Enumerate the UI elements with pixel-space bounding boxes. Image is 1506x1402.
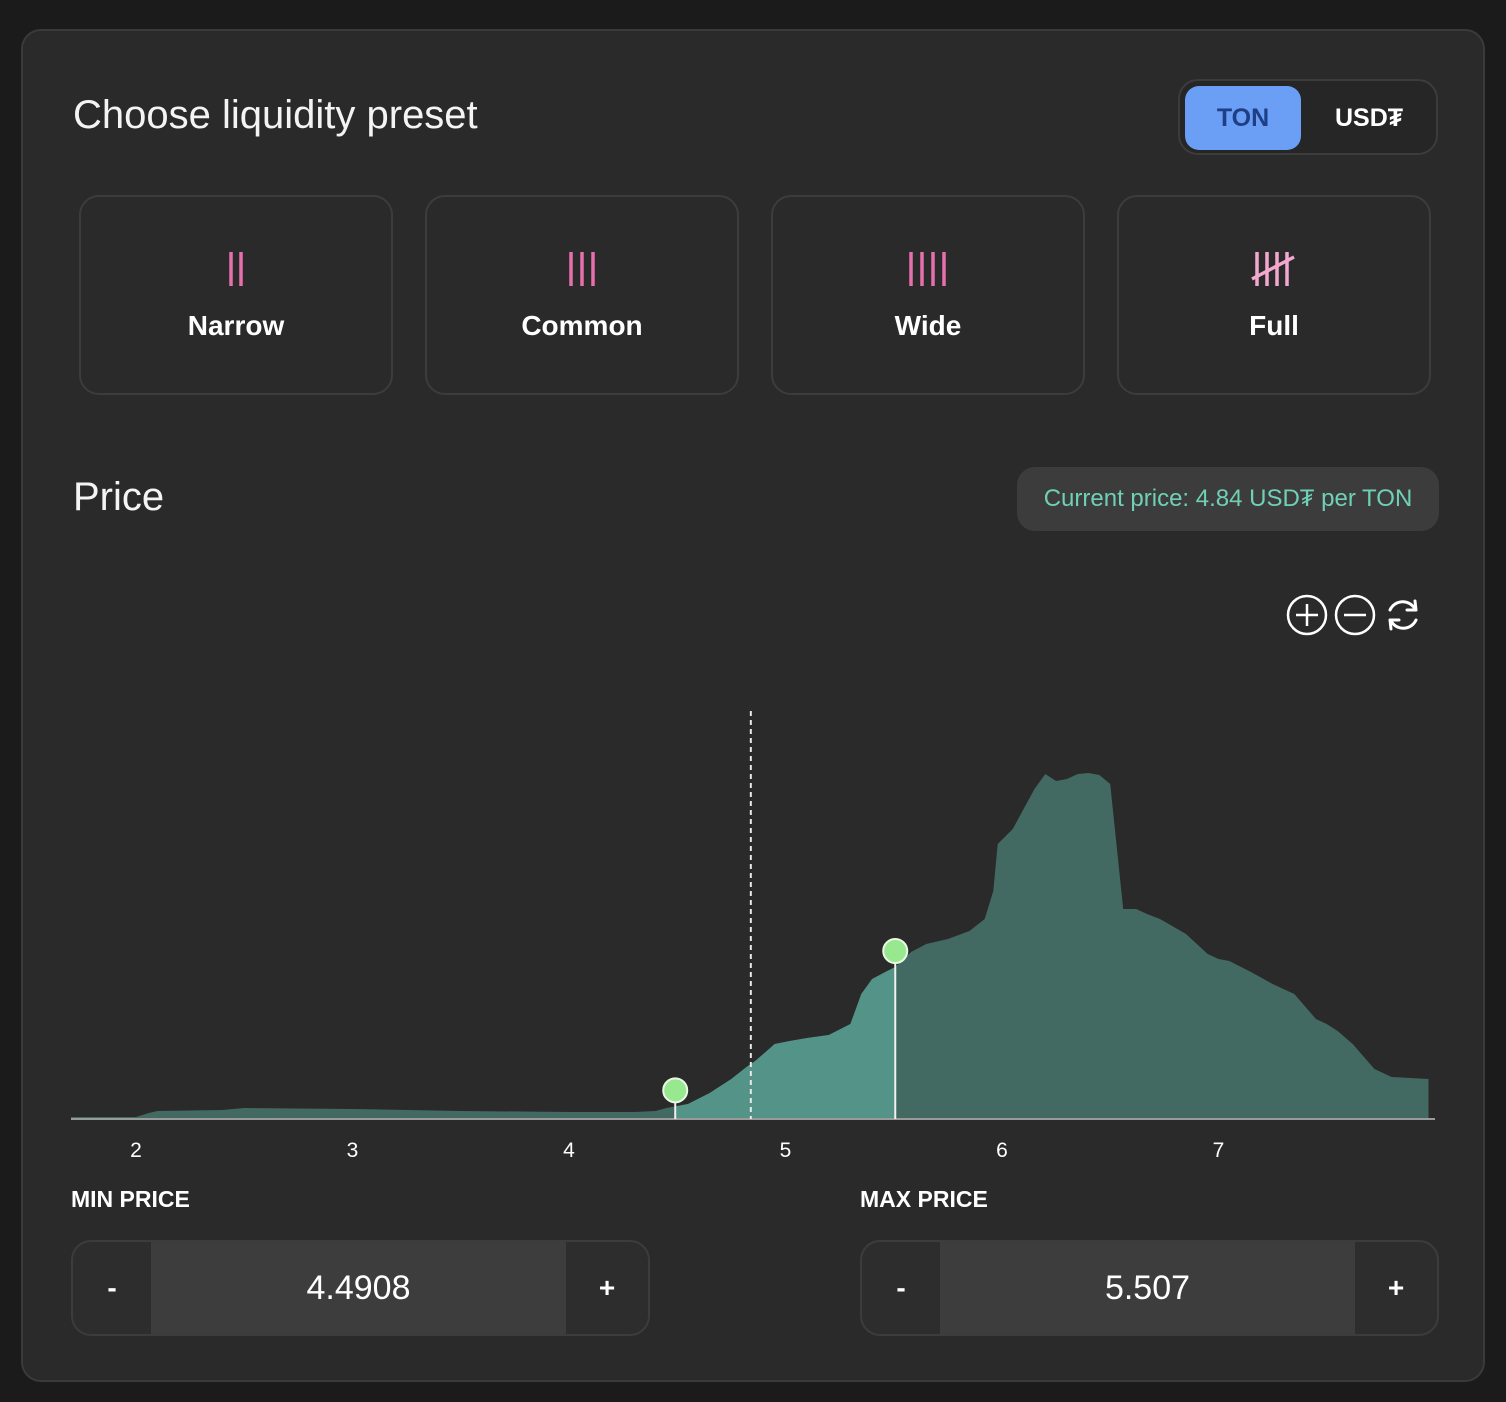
min-price-decrement-button[interactable]: - [107,1272,117,1303]
preset-label: Narrow [187,310,285,341]
four-bars-icon [909,252,946,286]
max-price-label: MAX PRICE [860,1186,988,1212]
x-tick-label: 6 [996,1139,1008,1162]
x-tick-label: 5 [780,1139,792,1162]
min-price-handle[interactable] [662,1077,689,1104]
min-price-stepper: - 4.4908 + [71,1240,650,1336]
current-price-badge: Current price: 4.84 USD₮ per TON [1017,467,1439,531]
selected-range-area [675,966,896,1119]
preset-label: Full [1249,310,1299,341]
max-price-stepper: - 5.507 + [860,1240,1439,1336]
price-title: Price [73,475,165,519]
max-price-increment-button[interactable]: + [1387,1272,1405,1303]
token-usdt-button[interactable]: USD₮ [1334,103,1404,132]
min-price-input[interactable]: 4.4908 [151,1242,566,1334]
max-price-input[interactable]: 5.507 [940,1242,1355,1334]
preset-title: Choose liquidity preset [73,93,478,137]
max-price-decrement-button[interactable]: - [896,1272,906,1303]
preset-narrow-button[interactable]: Narrow [79,195,393,395]
liquidity-chart: 2 3 4 5 6 7 [71,711,1435,1162]
x-tick-label: 2 [130,1139,142,1162]
zoom-out-icon[interactable] [1333,593,1377,637]
zoom-controls [1285,593,1425,641]
x-tick-label: 7 [1213,1139,1225,1162]
preset-label: Common [521,310,643,341]
token-toggle: TON USD₮ [1178,79,1438,155]
x-tick-label: 4 [563,1139,575,1162]
two-bars-icon [229,252,243,286]
token-ton-button[interactable]: TON [1185,86,1301,150]
min-price-label: MIN PRICE [71,1186,190,1212]
max-price-handle[interactable] [882,938,909,964]
three-bars-icon [569,252,595,286]
tally-five-icon [1251,252,1295,286]
preset-common-button[interactable]: Common [425,195,739,395]
liquidity-card: Choose liquidity preset TON USD₮ Narrow … [21,29,1485,1382]
liquidity-area [71,773,1429,1119]
reset-icon[interactable] [1381,593,1425,637]
preset-wide-button[interactable]: Wide [771,195,1085,395]
x-tick-label: 3 [347,1139,359,1162]
zoom-in-icon[interactable] [1285,593,1329,637]
preset-label: Wide [894,310,962,341]
min-price-increment-button[interactable]: + [598,1272,616,1303]
preset-full-button[interactable]: Full [1117,195,1431,395]
